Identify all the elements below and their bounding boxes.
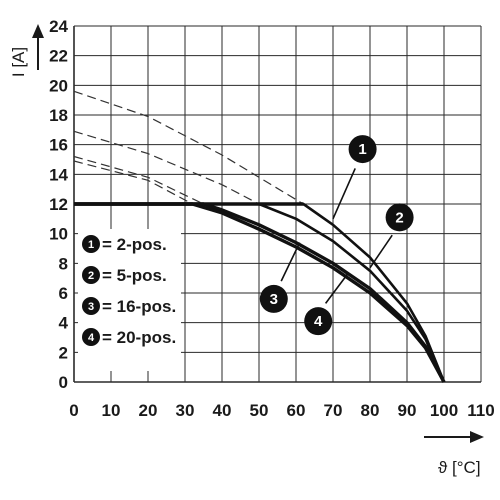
y-tick-label: 24 — [49, 17, 68, 36]
y-tick-label: 12 — [49, 195, 68, 214]
y-tick-label: 22 — [49, 47, 68, 66]
x-axis-title: ϑ [°C] — [424, 431, 484, 477]
legend-badge-number: 3 — [88, 301, 94, 313]
badge-leader-3 — [280, 242, 301, 282]
badge-leader-4 — [324, 273, 349, 304]
badge-leader-1 — [332, 168, 356, 220]
x-tick-label: 60 — [287, 401, 306, 420]
series-2-line — [74, 202, 446, 383]
x-tick-label: 100 — [430, 401, 458, 420]
legend-badge-3 — [82, 297, 100, 315]
curve-badge-number: 3 — [270, 291, 278, 308]
y-tick-label: 8 — [59, 254, 68, 273]
curve-badge-1 — [348, 135, 377, 164]
x-tick-label: 20 — [139, 401, 158, 420]
x-tick-label: 40 — [213, 401, 232, 420]
x-axis-arrow-head — [470, 431, 484, 443]
curve-badge-4 — [304, 307, 333, 336]
curve-badge-2 — [385, 203, 414, 232]
y-tick-label: 0 — [59, 373, 68, 392]
curve-badge-number: 2 — [395, 209, 403, 226]
legend-label: = 2-pos. — [102, 235, 167, 254]
x-tick-label: 10 — [102, 401, 121, 420]
legend-badge-number: 4 — [88, 332, 95, 344]
curve-badge-number: 4 — [314, 313, 323, 330]
x-tick-labels: 0 10 20 30 40 50 60 70 80 90 100 110 — [69, 401, 494, 420]
series-1-dashed-line — [73, 90, 304, 205]
legend-badge-number: 2 — [88, 270, 94, 282]
curve-badges: 1 2 3 4 — [259, 135, 414, 336]
x-tick-label: 90 — [398, 401, 417, 420]
y-axis-arrow-head — [32, 24, 44, 38]
series-3-dashed-line — [73, 155, 204, 205]
y-tick-label: 16 — [49, 136, 68, 155]
series-2-dashed-line — [73, 130, 260, 205]
x-tick-label: 80 — [361, 401, 380, 420]
curve-badge-number: 1 — [358, 141, 366, 158]
series-4-line — [74, 202, 446, 383]
x-tick-label: 50 — [250, 401, 269, 420]
y-tick-label: 20 — [49, 76, 68, 95]
x-axis-label: ϑ [°C] — [438, 458, 481, 477]
y-tick-label: 18 — [49, 106, 68, 125]
y-tick-label: 14 — [49, 165, 68, 184]
y-tick-label: 10 — [49, 225, 68, 244]
legend-label: = 5-pos. — [102, 266, 167, 285]
legend-label: = 20-pos. — [102, 328, 176, 347]
badge-leader-2 — [369, 234, 393, 269]
legend: 1 = 2-pos. 2 = 5-pos. 3 = 16-pos. 4 = 20-pos. — [78, 229, 181, 371]
curve-badge-3 — [259, 284, 288, 313]
y-tick-label: 4 — [59, 314, 69, 333]
x-tick-label: 110 — [467, 401, 494, 420]
y-axis-label: I [A] — [9, 47, 28, 77]
legend-label: = 16-pos. — [102, 297, 176, 316]
x-tick-label: 0 — [69, 401, 78, 420]
y-axis-title: I [A] — [9, 24, 44, 77]
legend-badge-4 — [82, 328, 100, 346]
y-tick-label: 2 — [59, 343, 68, 362]
series-4-dashed-line — [73, 160, 193, 205]
legend-badge-2 — [82, 266, 100, 284]
x-tick-label: 70 — [324, 401, 343, 420]
curves — [73, 90, 446, 383]
legend-badge-number: 1 — [88, 239, 94, 251]
legend-badge-1 — [82, 235, 100, 253]
y-tick-label: 6 — [59, 284, 68, 303]
x-tick-label: 30 — [176, 401, 195, 420]
